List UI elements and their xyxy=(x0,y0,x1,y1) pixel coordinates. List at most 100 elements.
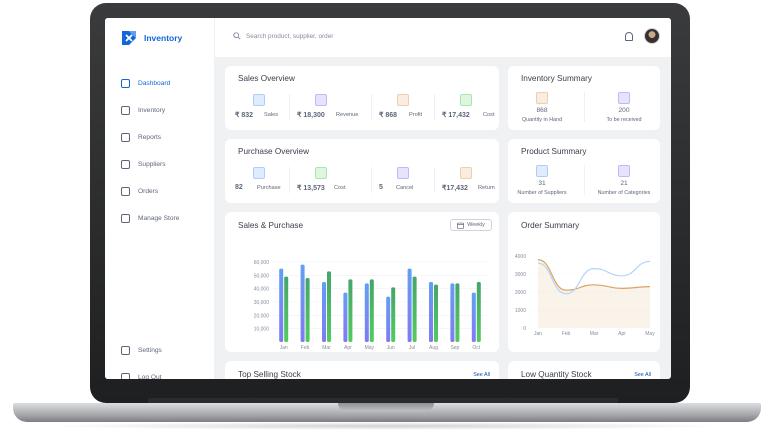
bar-purchase[interactable] xyxy=(322,282,326,342)
bar-purchase[interactable] xyxy=(343,292,348,342)
y-tick-label: 60,000 xyxy=(254,260,270,266)
bar-sales[interactable] xyxy=(455,283,460,342)
sidebar-item-inventory[interactable]: Inventory xyxy=(121,97,179,124)
laptop-hinge xyxy=(148,398,618,403)
stat-label: Profit xyxy=(409,112,423,118)
sidebar-item-reports[interactable]: Reports xyxy=(121,124,179,151)
period-label: Weekly xyxy=(467,222,485,228)
sidebar-item-label: Suppliers xyxy=(138,161,166,168)
sidebar-item-log-out[interactable]: Log Out xyxy=(121,364,162,379)
divider xyxy=(371,94,372,120)
period-dropdown[interactable]: Weekly xyxy=(450,219,492,231)
x-tick-label: May xyxy=(645,331,655,337)
stat-label: Cost xyxy=(334,185,346,191)
x-tick-label: Aug xyxy=(429,345,438,351)
stat-value: 868 xyxy=(536,107,548,114)
x-tick-label: Jan xyxy=(280,345,288,351)
x-tick-label: Feb xyxy=(301,345,310,351)
bar-purchase[interactable] xyxy=(471,292,476,342)
sales-purchase-title: Sales & Purchase xyxy=(238,221,304,230)
stat-label: Cancel xyxy=(396,185,414,191)
stat-value: 31 xyxy=(538,180,546,187)
bar-sales[interactable] xyxy=(327,271,331,342)
categories-icon xyxy=(618,165,630,177)
divider xyxy=(584,165,585,195)
y-tick-label: 50,000 xyxy=(254,273,270,279)
bar-sales[interactable] xyxy=(434,284,438,342)
inventory-summary-title: Inventory Summary xyxy=(521,74,592,83)
bar-sales[interactable] xyxy=(305,278,310,342)
stat-value: ₹ 13,573 xyxy=(297,185,325,192)
divider xyxy=(289,167,290,193)
stat-label: Quantity in Hand xyxy=(521,117,563,123)
stat-label: Cost xyxy=(483,112,495,118)
sales-icon xyxy=(253,94,265,106)
stat-label: Number of Suppliers xyxy=(517,190,567,196)
app-logo[interactable]: Inventory xyxy=(120,29,182,47)
sidebar-item-manage-store[interactable]: Manage Store xyxy=(121,205,179,232)
order-summary-title: Order Summary xyxy=(521,221,580,230)
product-summary-card: Product Summary 31 Number of Suppliers 21 N… xyxy=(508,139,660,203)
search-box[interactable]: Search product, supplier, order xyxy=(233,32,333,40)
divider xyxy=(371,167,372,193)
bar-sales[interactable] xyxy=(348,279,353,342)
divider xyxy=(434,94,435,120)
stat-value: ₹ 832 xyxy=(235,112,254,119)
sales-purchase-chart: 60,000 50,000 40,000 30,000 20,000 10,000 Jan F… xyxy=(254,260,487,351)
stat-value: 5 xyxy=(379,184,383,191)
sidebar-item-label: Orders xyxy=(138,188,159,195)
bell-icon[interactable] xyxy=(625,32,633,41)
sales-overview-card: Sales Overview ₹ 832 Sales ₹ 18,300 Revenue… xyxy=(225,66,499,130)
line-delivered[interactable] xyxy=(537,260,651,295)
y-tick-label: 2000 xyxy=(515,290,526,296)
bar-sales[interactable] xyxy=(391,287,396,342)
box-icon xyxy=(121,187,130,196)
user-icon xyxy=(121,160,130,169)
sidebar-item-suppliers[interactable]: Suppliers xyxy=(121,151,179,178)
bar-sales[interactable] xyxy=(476,282,481,342)
stat-value: ₹ 17,432 xyxy=(442,112,470,119)
sidebar-bottom-nav: Settings Log Out xyxy=(121,337,162,379)
cost-icon xyxy=(315,167,327,179)
y-tick-label: 30,000 xyxy=(254,300,270,306)
bar-purchase[interactable] xyxy=(386,296,391,342)
bar-sales[interactable] xyxy=(369,279,374,342)
logout-icon xyxy=(121,373,130,379)
gear-icon xyxy=(121,346,130,355)
search-input[interactable]: Search product, supplier, order xyxy=(246,32,334,40)
bar-purchase[interactable] xyxy=(429,282,433,342)
profit-icon xyxy=(397,94,409,106)
bar-sales[interactable] xyxy=(284,276,289,342)
sidebar-item-settings[interactable]: Settings xyxy=(121,337,162,364)
receive-icon xyxy=(618,92,630,104)
calendar-icon xyxy=(457,222,465,229)
bar-purchase[interactable] xyxy=(407,268,412,342)
suppliers-icon xyxy=(536,165,548,177)
bar-purchase[interactable] xyxy=(300,264,305,342)
bar-purchase[interactable] xyxy=(364,283,369,342)
stat-value: ₹17,432 xyxy=(442,185,468,192)
bar-purchase[interactable] xyxy=(279,268,284,342)
y-tick-label: 4000 xyxy=(515,254,526,260)
top-bar: Search product, supplier, order xyxy=(215,18,671,58)
cost-icon xyxy=(460,94,472,106)
order-summary-chart: 40003000200010000JanFebMarAprMayOrderedD… xyxy=(515,254,655,337)
inventory-summary-card: Inventory Summary 868 Quantity in Hand 200… xyxy=(508,66,660,130)
bar-sales[interactable] xyxy=(412,276,417,342)
low-quantity-see-all-link[interactable]: See All xyxy=(634,372,651,378)
laptop-shadow xyxy=(40,422,730,430)
low-quantity-card: Low Quantity Stock See All xyxy=(508,361,660,379)
product-summary-title: Product Summary xyxy=(521,147,587,156)
sales-purchase-card: Sales & Purchase Weekly 60,000 50,000 40,0… xyxy=(225,212,499,352)
top-selling-see-all-link[interactable]: See All xyxy=(473,372,490,378)
sidebar-item-dashboard[interactable]: Dashboard xyxy=(121,70,179,97)
avatar[interactable] xyxy=(644,28,660,44)
bar-purchase[interactable] xyxy=(450,283,455,342)
sidebar-item-orders[interactable]: Orders xyxy=(121,178,179,205)
y-tick-label: 40,000 xyxy=(254,287,270,293)
stat-label: Number of Categories xyxy=(597,190,651,196)
y-tick-label: 10,000 xyxy=(254,327,270,333)
divider xyxy=(434,167,435,193)
line-ordered[interactable] xyxy=(537,259,651,291)
